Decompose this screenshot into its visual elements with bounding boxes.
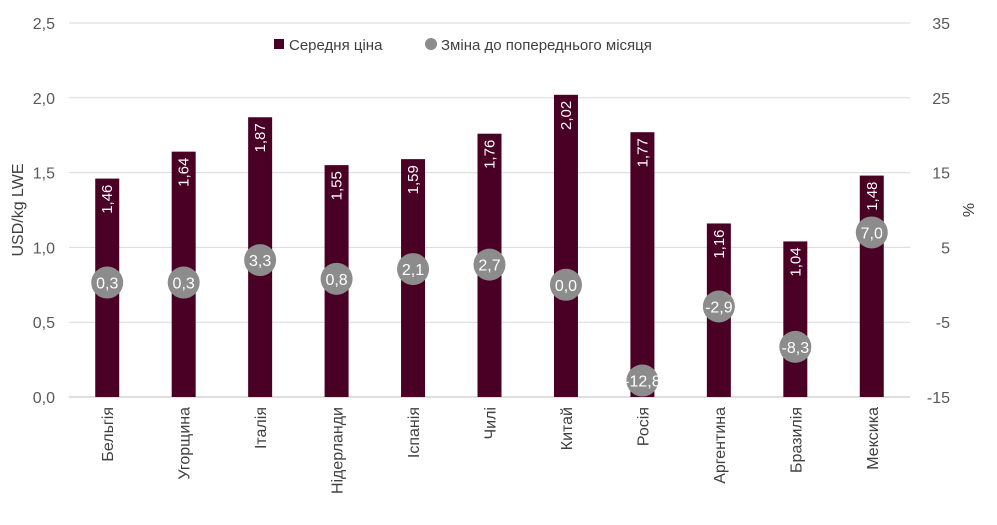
bar-value-label: 1,16 [711,229,728,258]
dot-value-label: 2,7 [478,258,500,275]
dot [549,268,582,301]
dot [167,266,200,299]
y-tick-right: 5 [941,240,950,257]
dot [779,330,812,363]
dot-value-label: 0,3 [173,276,195,293]
legend-bar-label: Середня ціна [289,37,383,54]
bar-value-label: 1,55 [329,171,346,200]
legend-dot-label: Зміна до попереднього місяця [441,37,652,54]
category-label: Бельгія [100,407,117,462]
dot [397,253,430,286]
bar-value-label: 1,76 [482,140,499,169]
category-label: Аргентина [712,407,729,484]
y-axis-title-left: USD/kg LWE [10,163,27,256]
dot-value-label: 0,0 [555,278,577,295]
dot [855,216,888,249]
bar-series: 1,46 1,64 1,87 1,55 1,59 1,76 2,02 1,77 1,16 1,04… [95,94,884,398]
y-tick-right: 35 [932,16,950,33]
category-label: Бразилія [788,407,805,473]
y-tick-right: 15 [932,166,950,183]
bar [553,94,578,398]
category-label: Нідерланди [330,407,347,494]
dot-value-label: 0,3 [96,276,118,293]
y-tick-left: 0,0 [33,390,55,407]
bar-value-label: 1,59 [405,165,422,194]
dot [91,266,124,299]
bar-value-label: 1,77 [634,138,651,167]
category-labels: Бельгія Угорщина Італія Нідерланди Іспанія Чи… [100,407,882,494]
category-label: Мексика [865,407,882,470]
axis-ticks: 0,0 0,5 1,0 1,5 2,0 2,5 -15 -5 5 15 25 35 [33,16,950,407]
y-tick-left: 2,0 [33,91,55,108]
y-tick-right: 25 [932,91,950,108]
bar-value-label: 1,48 [864,182,881,211]
y-tick-left: 1,0 [33,240,55,257]
y-tick-right: -5 [936,315,950,332]
category-label: Росія [635,407,652,446]
dot [473,248,506,281]
dot [626,364,659,397]
dot-value-label: 7,0 [861,225,883,242]
category-label: Чилі [483,407,500,440]
bar [783,241,808,397]
category-label: Італія [253,407,270,449]
y-tick-right: -15 [927,390,950,407]
bar-value-label: 1,04 [787,247,804,276]
dot [702,290,735,323]
category-label: Іспанія [406,407,423,458]
bar [630,132,655,397]
dot-value-label: -8,3 [782,340,810,357]
dot-value-label: 0,8 [325,272,347,289]
category-label: Угорщина [177,407,194,480]
bar-value-label: 1,64 [176,158,193,187]
y-tick-left: 2,5 [33,16,55,33]
dot-value-label: -12,8 [624,374,661,391]
dot-series: 0,3 0,3 3,3 0,8 2,1 2,7 0,0 -12,8 -2,9 -8,3 7,0 [91,216,888,397]
bar-value-label: 1,46 [99,185,116,214]
bar-value-label: 2,02 [558,101,575,130]
dot [244,244,277,277]
y-tick-left: 0,5 [33,315,55,332]
legend: Середня ціна Зміна до попереднього місяц… [274,37,652,54]
dot-value-label: -2,9 [705,299,733,316]
y-axis-title-right: % [961,203,978,217]
y-tick-left: 1,5 [33,166,55,183]
dot [320,262,353,295]
legend-dot-swatch [425,38,437,50]
bar-value-label: 1,87 [252,123,269,152]
dot-value-label: 2,1 [402,262,424,279]
legend-bar-swatch [274,39,284,49]
dot-value-label: 3,3 [249,253,271,270]
bar [859,175,884,397]
category-label: Китай [559,407,576,450]
